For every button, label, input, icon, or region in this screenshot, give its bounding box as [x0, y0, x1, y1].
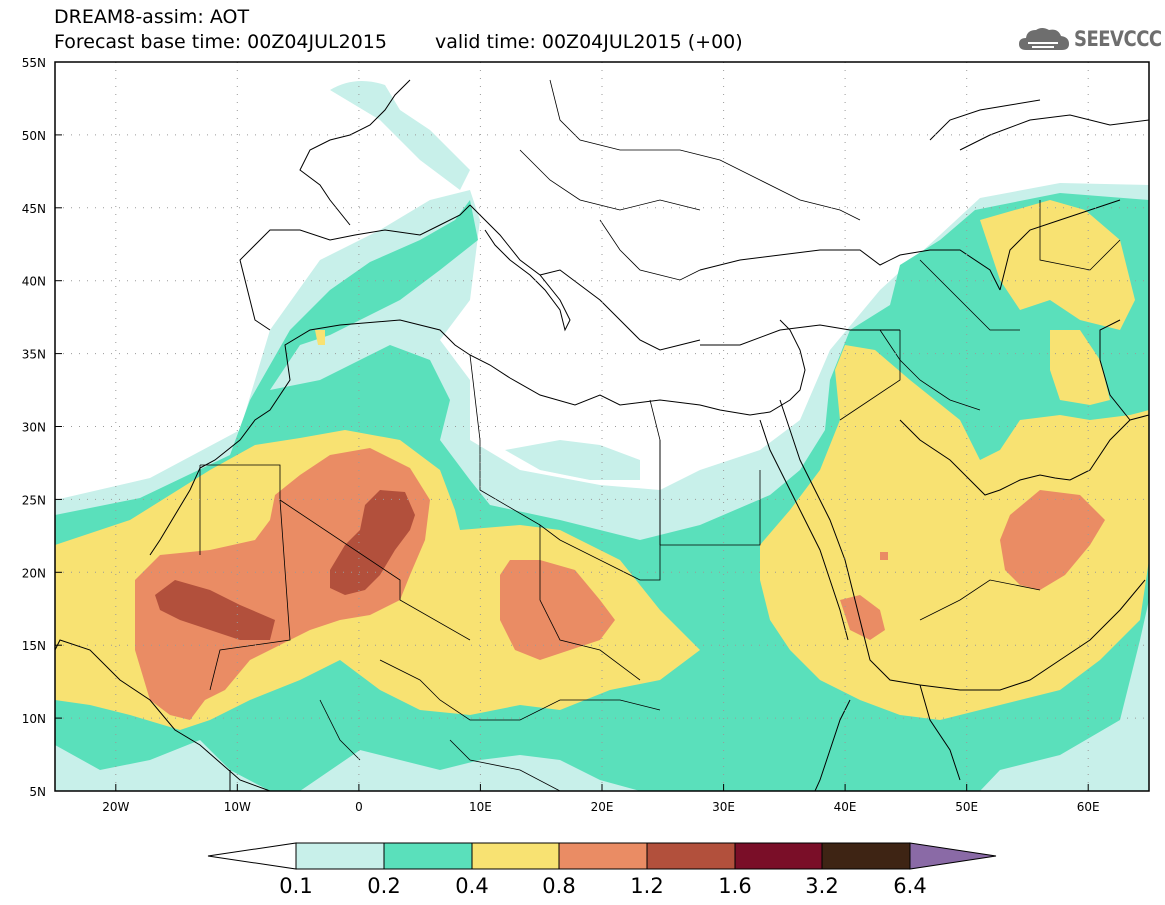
lat-label: 20N — [22, 566, 46, 580]
colorbar-label: 0.1 — [279, 874, 312, 898]
aot-field — [55, 62, 1149, 791]
lat-labels: 55N 50N 45N 40N 35N 30N 25N 20N 15N 10N … — [22, 56, 46, 799]
lat-label: 5N — [29, 785, 46, 799]
colorbar-label: 3.2 — [805, 874, 838, 898]
colorbar-under — [207, 842, 297, 870]
lon-label: 60E — [1077, 800, 1100, 814]
valid-time: valid time: 00Z04JUL2015 (+00) — [434, 31, 743, 53]
colorbar — [207, 842, 997, 870]
lon-labels: 20W 10W 0 10E 20E 30E 40E 50E 60E — [102, 800, 1099, 814]
axis-ticks — [55, 61, 1089, 791]
aot-band-1-2 — [155, 490, 415, 640]
colorbar-label: 0.2 — [367, 874, 400, 898]
lon-label: 30E — [712, 800, 735, 814]
lat-label: 25N — [22, 493, 46, 507]
colorbar-label: 0.4 — [455, 874, 488, 898]
lat-label: 50N — [22, 129, 46, 143]
colorbar-label: 6.4 — [893, 874, 926, 898]
time-info: Forecast base time: 00Z04JUL2015 valid ti… — [54, 31, 743, 53]
colorbar-segment — [295, 842, 385, 870]
lat-label: 30N — [22, 421, 46, 435]
colorbar-segment — [471, 842, 560, 870]
logo-text: SEEVCCC — [1074, 26, 1162, 52]
base-time: Forecast base time: 00Z04JUL2015 — [54, 31, 387, 53]
colorbar-label: 1.2 — [630, 874, 663, 898]
lat-label: 10N — [22, 712, 46, 726]
colorbar-segment — [383, 842, 473, 870]
lon-label: 50E — [955, 800, 978, 814]
lon-label: 10W — [224, 800, 251, 814]
colorbar-segment — [646, 842, 736, 870]
map-title: DREAM8-assim: AOT — [54, 6, 250, 28]
lat-label: 55N — [22, 56, 46, 70]
lon-label: 40E — [834, 800, 857, 814]
lon-label: 20E — [591, 800, 614, 814]
lon-label: 10E — [469, 800, 492, 814]
country-borders — [199, 79, 1121, 791]
colorbar-segment — [558, 842, 648, 870]
colorbar-over — [909, 842, 997, 870]
coastlines-borders — [55, 79, 1149, 791]
lon-label: 20W — [102, 800, 129, 814]
colorbar-segment — [821, 842, 911, 870]
aot-band-0-8 — [135, 448, 1105, 720]
colorbar-labels: 0.1 0.2 0.4 0.8 1.2 1.6 3.2 6.4 — [279, 874, 926, 898]
lon-label: 0 — [355, 800, 363, 814]
colorbar-label: 1.6 — [718, 874, 751, 898]
lat-label: 40N — [22, 275, 46, 289]
colorbar-segment — [734, 842, 823, 870]
lat-label: 15N — [22, 639, 46, 653]
seevccc-logo: SEEVCCC — [1018, 24, 1162, 54]
cloud-icon — [1019, 28, 1069, 50]
colorbar-label: 0.8 — [542, 874, 575, 898]
lat-label: 45N — [22, 202, 46, 216]
lat-label: 35N — [22, 348, 46, 362]
